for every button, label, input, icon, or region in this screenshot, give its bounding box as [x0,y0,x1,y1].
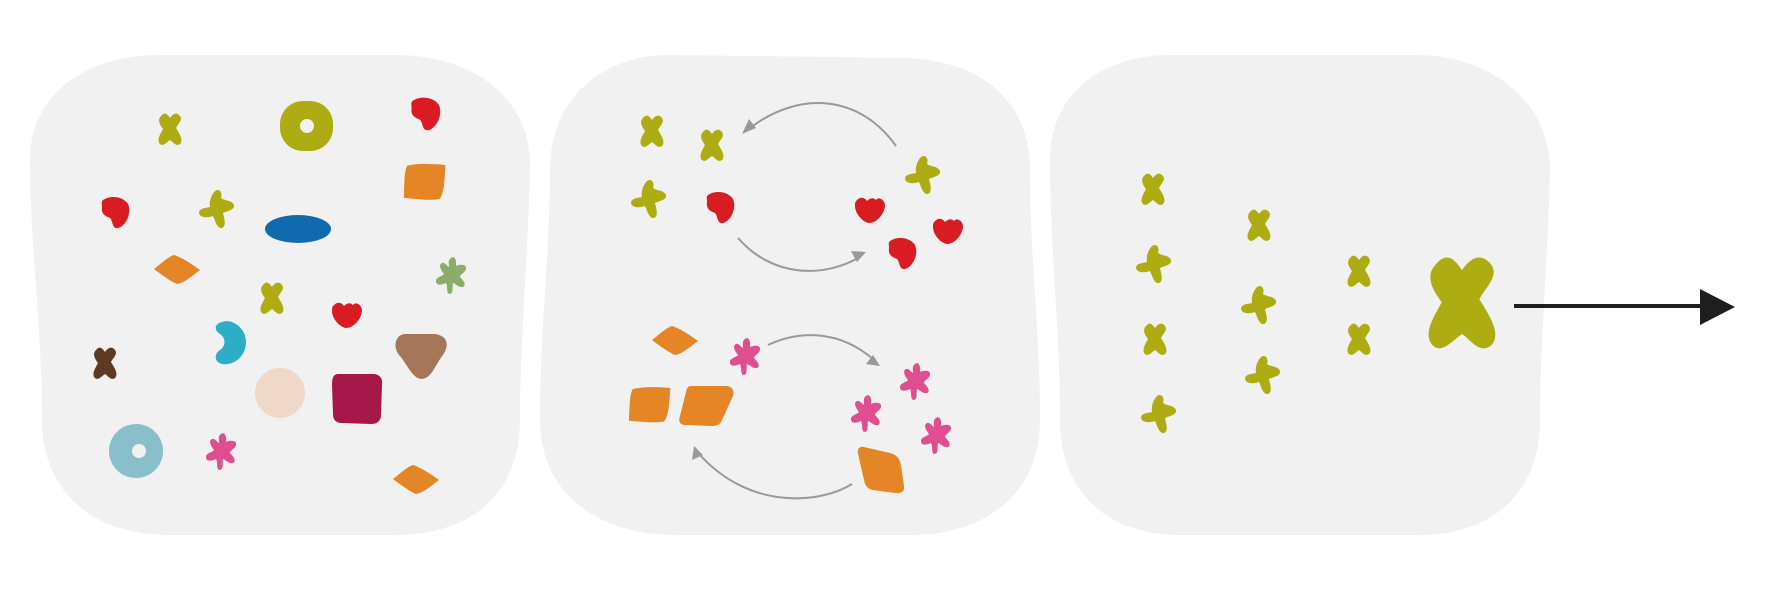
panel-mixed-shapes [30,55,530,535]
orange-diamond-icon [857,446,905,494]
cycle-arrow-top [749,102,897,147]
panel-background [1050,55,1550,535]
orange-diamond-icon [679,386,734,426]
arrow-right-icon [1700,289,1735,325]
cycle-arrow-top [767,334,875,361]
arrow-head-icon [692,446,703,460]
arrow-head-icon [866,355,880,366]
light-blue-ring-icon [109,424,163,478]
olive-red-cycle [631,102,963,272]
arrow-head-icon [742,119,756,134]
panel-background [540,55,1040,535]
orange-pink-cycle [614,326,952,500]
peach-circle-icon [255,368,305,418]
output-arrow [1514,289,1735,325]
olive-ring-icon [280,101,333,151]
cycle-arrow-bottom [737,237,861,272]
crimson-square-icon [332,374,383,424]
cycle-arrow-bottom [699,454,853,500]
panel-sorting-cycles [540,55,1040,535]
blue-oval-icon [265,215,331,243]
teal-bean-icon [215,321,246,365]
arrow-head-icon [851,251,866,262]
panel-olive-group [1050,55,1550,535]
tan-diamond-icon [395,334,447,379]
